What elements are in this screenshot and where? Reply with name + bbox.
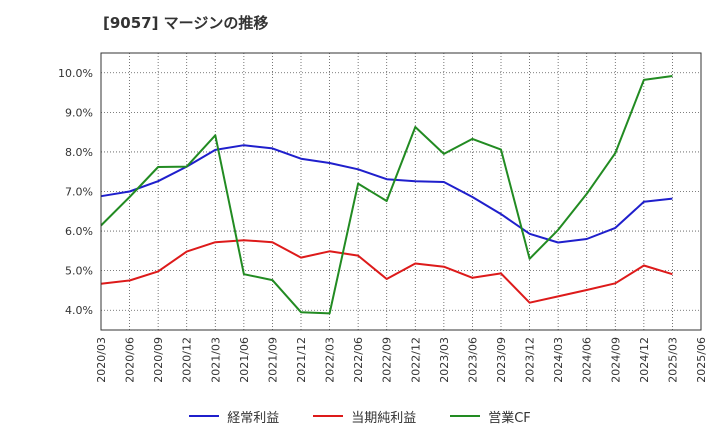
y-tick-label: 5.0% — [65, 265, 93, 278]
chart-title: [9057] マージンの推移 — [103, 14, 269, 32]
plot-frame — [100, 52, 702, 331]
legend-item-2: 当期純利益 — [313, 407, 416, 426]
x-tick-label: 2022/06 — [352, 337, 365, 383]
x-tick-label: 2024/03 — [552, 337, 565, 383]
y-tick-label: 7.0% — [65, 186, 93, 199]
x-tick-label: 2023/12 — [524, 337, 537, 383]
y-tick-label: 6.0% — [65, 225, 93, 238]
legend-item-3: 営業CF — [450, 407, 531, 426]
x-tick-label: 2021/06 — [238, 337, 251, 383]
x-tick-label: 2023/03 — [438, 337, 451, 383]
legend-swatch — [450, 415, 481, 417]
x-tick-label: 2021/03 — [209, 337, 222, 383]
x-tick-label: 2020/03 — [95, 337, 108, 383]
x-tick-label: 2020/09 — [152, 337, 165, 383]
legend-label: 当期純利益 — [351, 410, 417, 426]
y-tick-label: 4.0% — [65, 304, 93, 317]
legend-label: 営業CF — [488, 410, 531, 426]
legend: 経常利益 当期純利益 営業CF — [0, 404, 720, 428]
x-tick-label: 2025/06 — [695, 337, 708, 383]
x-tick-label: 2022/09 — [381, 337, 394, 383]
x-tick-label: 2023/06 — [466, 337, 479, 383]
y-tick-label: 10.0% — [58, 67, 93, 80]
y-tick-label: 9.0% — [65, 106, 93, 119]
series-line-3 — [100, 75, 673, 315]
x-tick-label: 2025/03 — [666, 337, 679, 383]
legend-label: 経常利益 — [227, 410, 280, 426]
y-tick-label: 8.0% — [65, 146, 93, 159]
x-tick-label: 2021/09 — [266, 337, 279, 383]
series-lines — [100, 75, 673, 315]
x-tick-label: 2023/09 — [495, 337, 508, 383]
x-tick-label: 2020/06 — [124, 337, 137, 383]
y-axis-ticks: 4.0% 5.0% 6.0% 7.0% 8.0% 9.0% 10.0% — [58, 67, 93, 317]
x-tick-label: 2021/12 — [295, 337, 308, 383]
series-line-1 — [100, 144, 673, 244]
x-tick-label: 2022/12 — [409, 337, 422, 383]
x-axis-ticks: 2020/03 2020/06 2020/09 2020/12 2021/03 2021/… — [95, 337, 708, 383]
x-tick-label: 2024/12 — [638, 337, 651, 383]
legend-swatch — [313, 415, 344, 417]
x-tick-label: 2024/09 — [609, 337, 622, 383]
x-tick-label: 2022/03 — [324, 337, 337, 383]
x-tick-label: 2020/12 — [181, 337, 194, 383]
x-tick-label: 2024/06 — [581, 337, 594, 383]
series-line-2 — [100, 239, 673, 304]
legend-item-1: 経常利益 — [189, 407, 279, 426]
legend-swatch — [189, 415, 220, 417]
